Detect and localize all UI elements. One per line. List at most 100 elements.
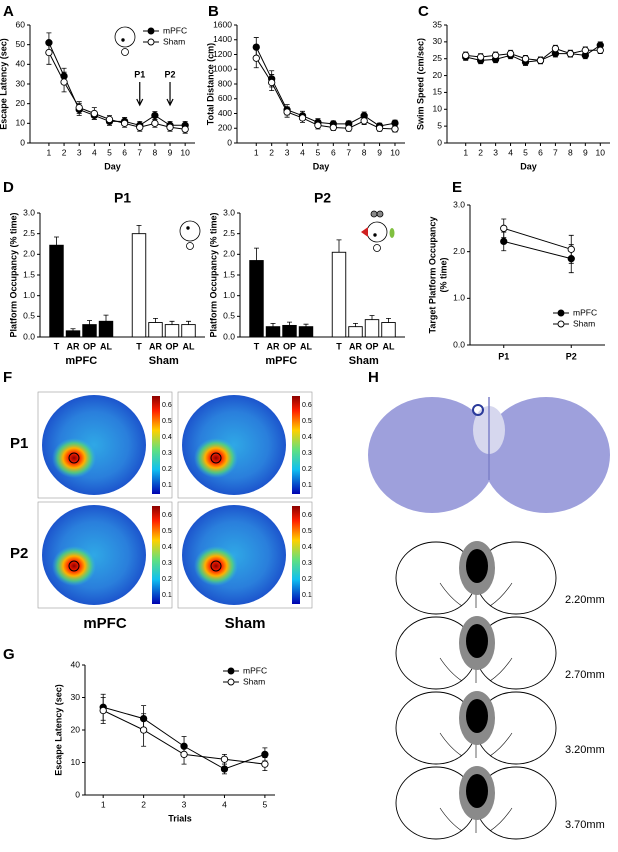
x-tick-label: 3 — [285, 147, 290, 157]
marker — [551, 44, 560, 53]
x-tick-label: OP — [283, 341, 296, 351]
series-line — [255, 46, 396, 127]
marker — [180, 742, 188, 750]
y-tick-label: 40 — [16, 59, 26, 69]
y-tick-label: 400 — [218, 108, 232, 118]
y-tick-label: 20 — [71, 724, 81, 734]
x-tick-label: AL — [383, 341, 395, 351]
x-tick-label: AL — [183, 341, 195, 351]
x-tick-label: AR — [67, 341, 80, 351]
bar — [65, 330, 81, 338]
y-axis-label: Platform Occupancy (% time) — [208, 212, 218, 337]
y-tick-label: 3.0 — [23, 207, 35, 217]
x-tick-label: T — [54, 341, 60, 351]
y-tick-label: 15 — [433, 87, 443, 97]
marker — [268, 78, 276, 87]
bar — [148, 322, 163, 338]
y-tick-label: 3.0 — [223, 207, 235, 217]
marker — [462, 51, 470, 59]
error-bar — [54, 236, 59, 246]
y-tick-label: 25 — [433, 53, 443, 63]
x-tick-label: AR — [267, 341, 280, 351]
y-axis-label: Platform Occupancy (% time) — [8, 212, 18, 337]
bar — [164, 324, 180, 338]
marker — [252, 54, 260, 62]
y-tick-label: 1.0 — [23, 290, 35, 300]
colorbar-label: 0.3 — [162, 560, 172, 567]
bar — [49, 244, 64, 338]
y-tick-label: 10 — [71, 757, 81, 767]
y-tick-label: 0 — [437, 137, 442, 147]
x-tick-label: 7 — [346, 147, 351, 157]
y-tick-label: 0 — [75, 789, 80, 799]
chart-title: P2 — [314, 190, 331, 206]
marker — [60, 72, 68, 80]
panel-letter: C — [418, 3, 429, 20]
series-line — [503, 240, 572, 260]
x-tick-label: 8 — [153, 147, 158, 157]
x-tick-label: 6 — [122, 147, 127, 157]
x-tick-label: 9 — [168, 147, 173, 157]
x-tick-label: 1 — [463, 147, 468, 157]
x-tick-label: 6 — [331, 147, 336, 157]
x-tick-label: 9 — [583, 147, 588, 157]
group-label: mPFC — [265, 355, 297, 367]
colorbar-label: 0.6 — [302, 402, 312, 409]
y-tick-label: 50 — [16, 39, 26, 49]
y-tick-label: 3.0 — [453, 199, 465, 209]
x-tick-label: 7 — [553, 147, 558, 157]
legend-marker — [147, 27, 155, 35]
marker — [45, 48, 53, 57]
colorbar-label: 0.4 — [162, 544, 172, 551]
error-bar — [169, 320, 175, 325]
x-tick-label: T — [336, 341, 342, 351]
panel-letter: E — [452, 179, 462, 196]
error-bar — [186, 320, 191, 325]
y-tick-label: 0 — [227, 137, 232, 147]
colorbar-label: 0.3 — [302, 450, 312, 457]
x-axis-label: Day — [520, 161, 537, 171]
marker — [298, 114, 307, 122]
x-tick-label: 4 — [508, 147, 513, 157]
series-line — [48, 42, 186, 126]
x-axis-label: Day — [313, 161, 330, 171]
y-tick-label: 0.5 — [23, 311, 35, 321]
lesion-min — [466, 774, 488, 808]
colorbar-label: 0.4 — [302, 434, 312, 441]
marker — [596, 46, 604, 54]
x-tick-label: 3 — [493, 147, 498, 157]
colorbar — [292, 506, 300, 604]
colorbar-label: 0.3 — [302, 560, 312, 567]
x-tick-label: AL — [100, 341, 112, 351]
x-tick-label: 4 — [300, 147, 305, 157]
colorbar-label: 0.5 — [162, 418, 172, 425]
y-tick-label: 0.0 — [223, 331, 235, 341]
legend-label: Sham — [243, 676, 265, 686]
y-axis-label: Escape Latency (sec) — [0, 38, 8, 130]
y-tick-label: 1600 — [213, 19, 232, 29]
x-tick-label: 3 — [77, 147, 82, 157]
y-tick-label: 1400 — [213, 34, 232, 44]
x-tick-label: 1 — [254, 147, 259, 157]
marker — [252, 43, 260, 51]
marker — [166, 123, 174, 131]
y-axis-label: Escape Latency (sec) — [53, 684, 63, 776]
bar — [364, 319, 380, 338]
bar — [282, 324, 297, 338]
x-tick-label: 8 — [362, 147, 367, 157]
legend-label: mPFC — [243, 665, 267, 675]
y-axis-label: Total Distance (cm) — [205, 43, 215, 125]
error-bar — [270, 322, 276, 327]
marker — [139, 714, 148, 723]
marker — [500, 237, 508, 246]
x-tick-label: 2 — [478, 147, 483, 157]
x-tick-label: 2 — [62, 147, 67, 157]
marker — [500, 224, 508, 232]
series-line — [255, 57, 396, 130]
panel-letter: G — [3, 646, 15, 663]
marker — [391, 119, 399, 127]
x-tick-label: 6 — [538, 147, 543, 157]
x-tick-label: AR — [349, 341, 362, 351]
colorbar-label: 0.4 — [302, 544, 312, 551]
